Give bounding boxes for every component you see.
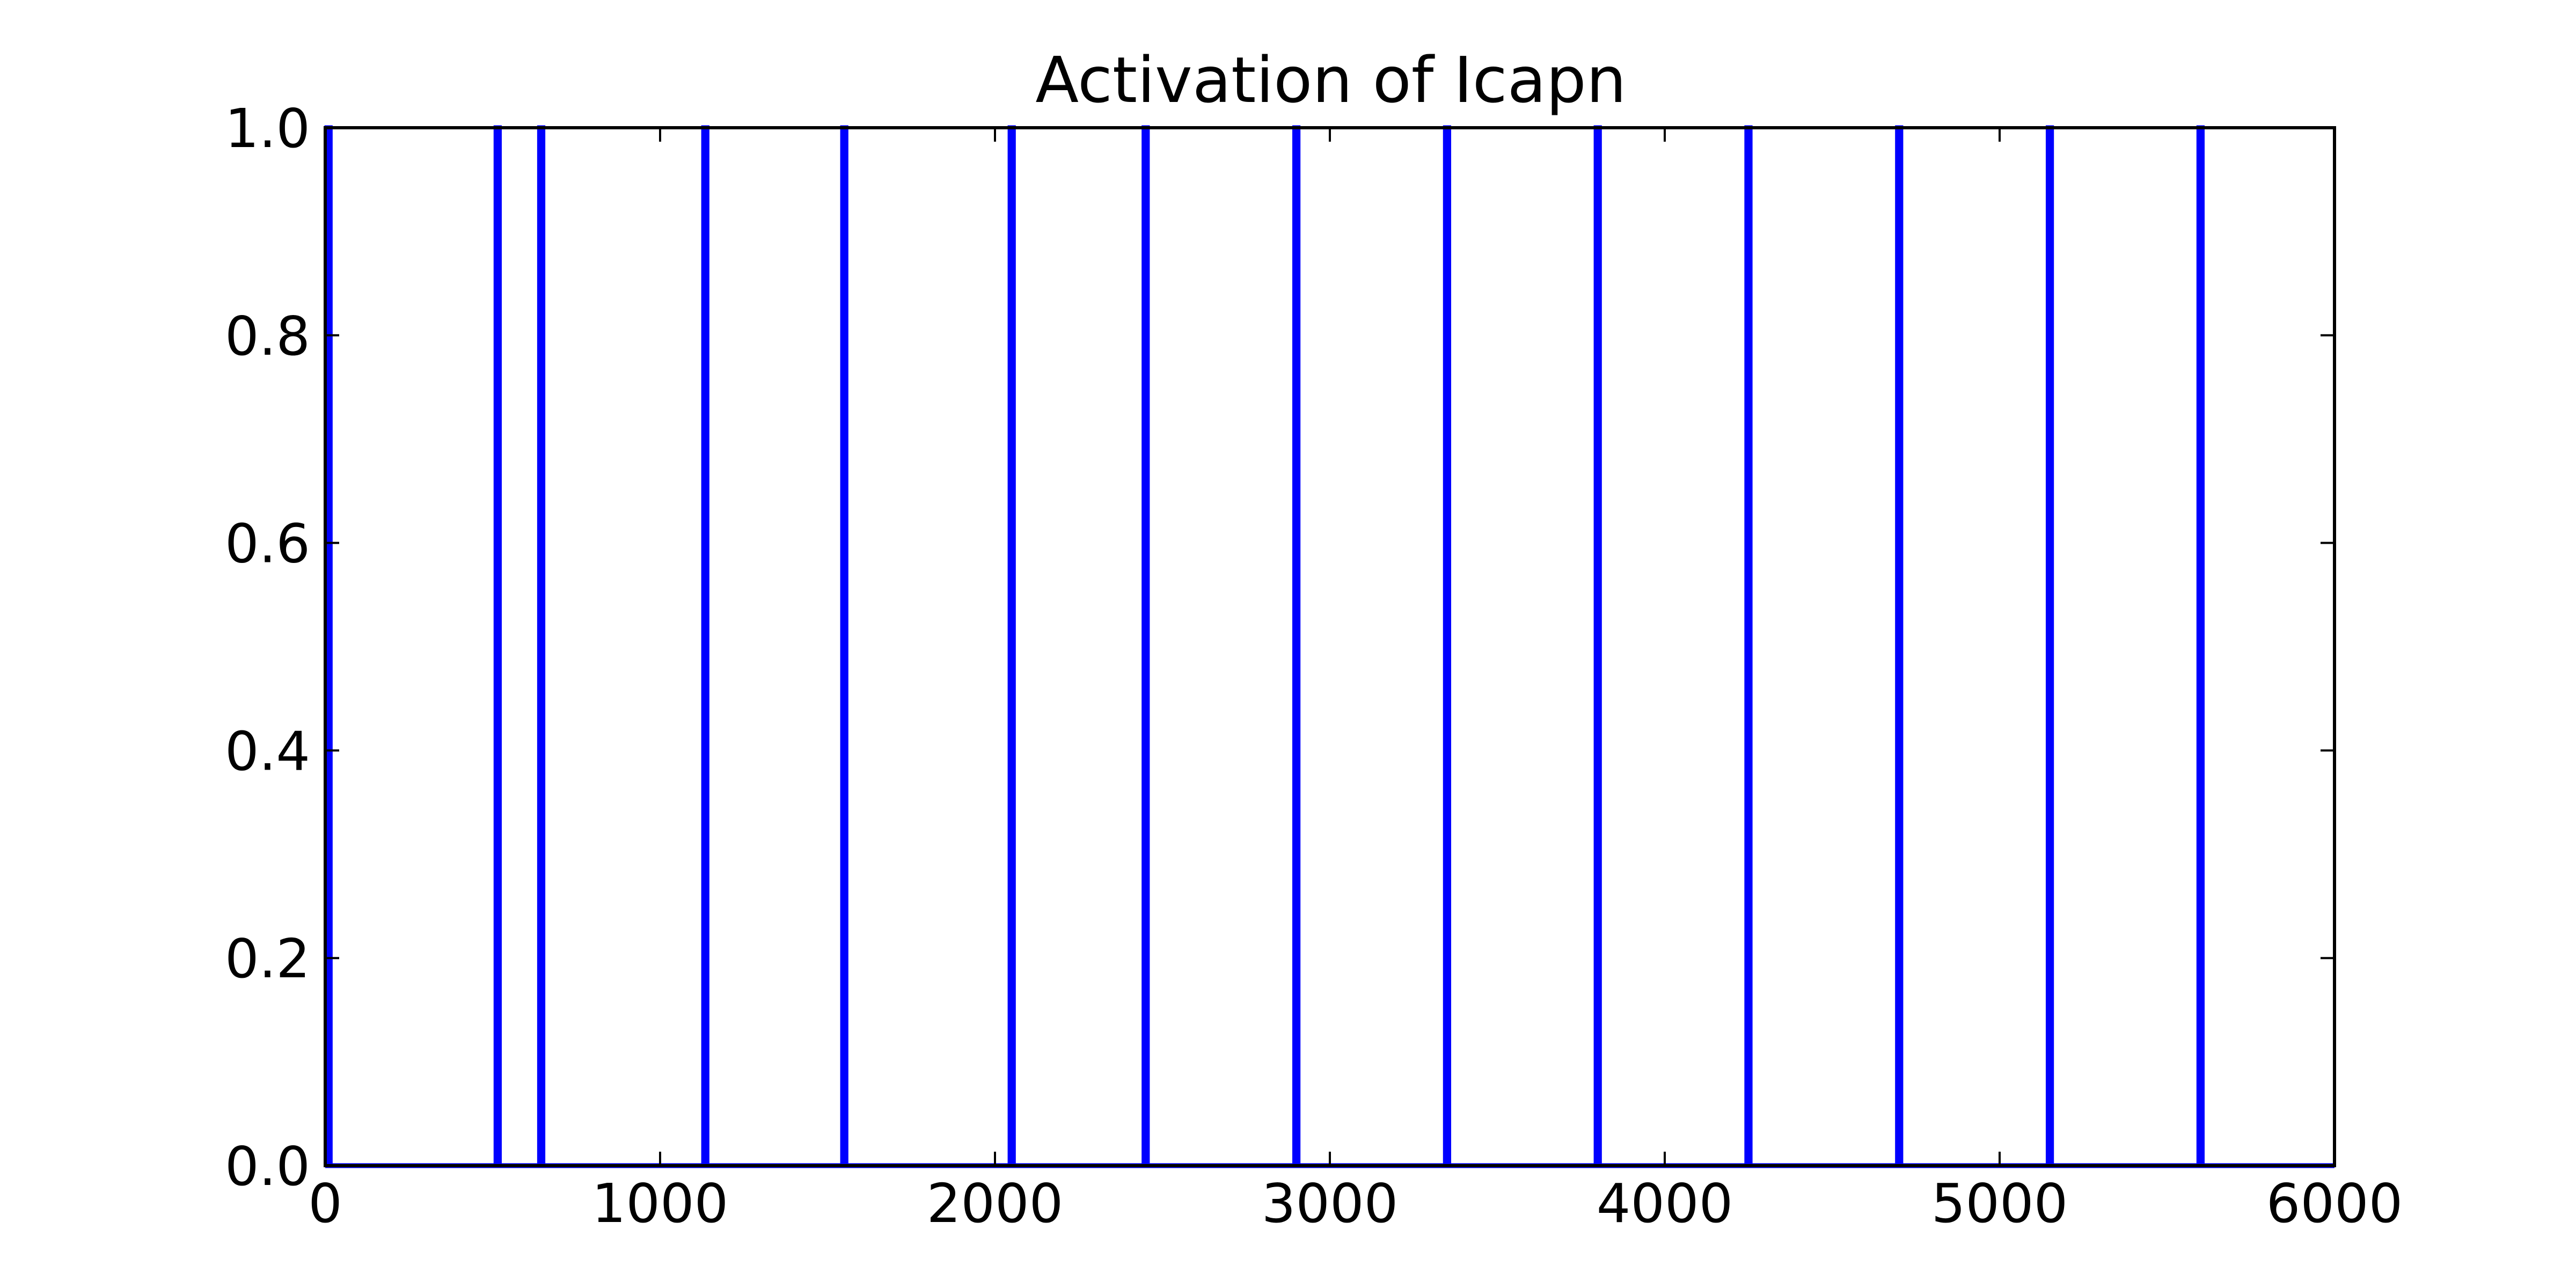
y-tick-label: 0.2 (225, 927, 310, 990)
x-tick-label: 2000 (927, 1172, 1064, 1235)
y-tick-label: 0.6 (225, 513, 310, 575)
x-tick-label: 4000 (1597, 1172, 1733, 1235)
x-tick-label: 6000 (2266, 1172, 2403, 1235)
chart-title: Activation of Icapn (1035, 43, 1626, 117)
x-tick-label: 5000 (1931, 1172, 2068, 1235)
x-tick-label: 1000 (592, 1172, 729, 1235)
x-tick-label: 0 (308, 1172, 342, 1235)
y-tick-label: 0.4 (225, 720, 310, 782)
plot-area: 0 1000 2000 3000 4000 5000 6000 0.0 0.2 0.4 0.6 0.8… (225, 97, 2403, 1235)
y-tick-label: 0.0 (225, 1135, 310, 1198)
y-tick-label: 0.8 (225, 305, 310, 368)
y-tick-label: 1.0 (225, 97, 310, 160)
x-tick-label: 3000 (1262, 1172, 1399, 1235)
